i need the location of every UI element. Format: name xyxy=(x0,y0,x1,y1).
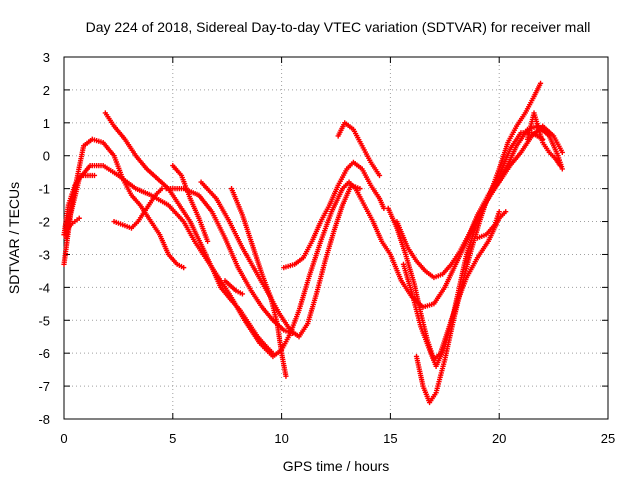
data-point-marker xyxy=(205,238,211,244)
y-axis-label: SDTVAR / TECUs xyxy=(6,182,22,294)
y-tick-label: 2 xyxy=(43,83,50,98)
x-tick-label: 25 xyxy=(601,431,615,446)
y-tick-label: -2 xyxy=(38,215,50,230)
data-point-marker xyxy=(557,163,563,169)
y-tick-label: -4 xyxy=(38,280,50,295)
y-tick-labels: -8 -7 -6 -5 -4 -3 -2 -1 0 1 2 3 xyxy=(38,50,50,427)
data-point-marker xyxy=(559,149,565,156)
x-tick-label: 20 xyxy=(492,431,506,446)
series-track-15 xyxy=(111,186,165,231)
series-track-14 xyxy=(63,215,82,235)
series-track-11 xyxy=(394,80,544,281)
series-track-5 xyxy=(198,179,363,340)
data-point-marker xyxy=(159,186,165,192)
x-tick-label: 15 xyxy=(383,431,397,446)
data-point-marker xyxy=(239,291,246,297)
y-tick-label: 0 xyxy=(43,149,50,164)
x-axis-label: GPS time / hours xyxy=(283,458,390,474)
data-point-marker xyxy=(181,265,187,271)
data-point-marker xyxy=(76,215,82,221)
data-point-marker xyxy=(381,205,387,211)
x-tick-label: 0 xyxy=(60,431,67,446)
series-track-8 xyxy=(335,120,383,179)
data-point-marker xyxy=(376,172,383,179)
data-point-marker xyxy=(270,350,276,356)
y-tick-label: -1 xyxy=(38,182,50,197)
axis-ticks xyxy=(63,56,609,420)
y-tick-label: 3 xyxy=(43,50,50,65)
series-track-16 xyxy=(170,163,211,244)
y-tick-label: -8 xyxy=(38,412,50,427)
data-series xyxy=(61,80,565,406)
series-track-18 xyxy=(474,209,502,241)
y-tick-label: -3 xyxy=(38,247,50,262)
series-track-19 xyxy=(524,110,563,169)
y-tick-label: 1 xyxy=(43,116,50,131)
data-point-marker xyxy=(91,172,98,179)
x-tick-label: 10 xyxy=(274,431,288,446)
y-tick-label: -5 xyxy=(38,313,50,328)
series-track-13 xyxy=(61,172,98,238)
data-point-marker xyxy=(283,373,289,379)
y-tick-label: -6 xyxy=(38,346,50,361)
series-track-17 xyxy=(222,278,246,297)
y-tick-label: -7 xyxy=(38,379,50,394)
series-track-6 xyxy=(228,186,289,379)
data-point-marker xyxy=(537,80,544,86)
x-tick-labels: 0 5 10 15 20 25 xyxy=(60,431,615,446)
chart-title: Day 224 of 2018, Sidereal Day-to-day VTE… xyxy=(86,19,591,35)
data-point-marker xyxy=(559,166,565,172)
x-tick-label: 5 xyxy=(169,431,176,446)
series-track-4 xyxy=(163,186,296,337)
data-point-marker xyxy=(357,186,363,192)
series-track-7 xyxy=(281,159,387,271)
data-point-marker xyxy=(496,209,502,215)
data-point-marker xyxy=(503,209,509,215)
